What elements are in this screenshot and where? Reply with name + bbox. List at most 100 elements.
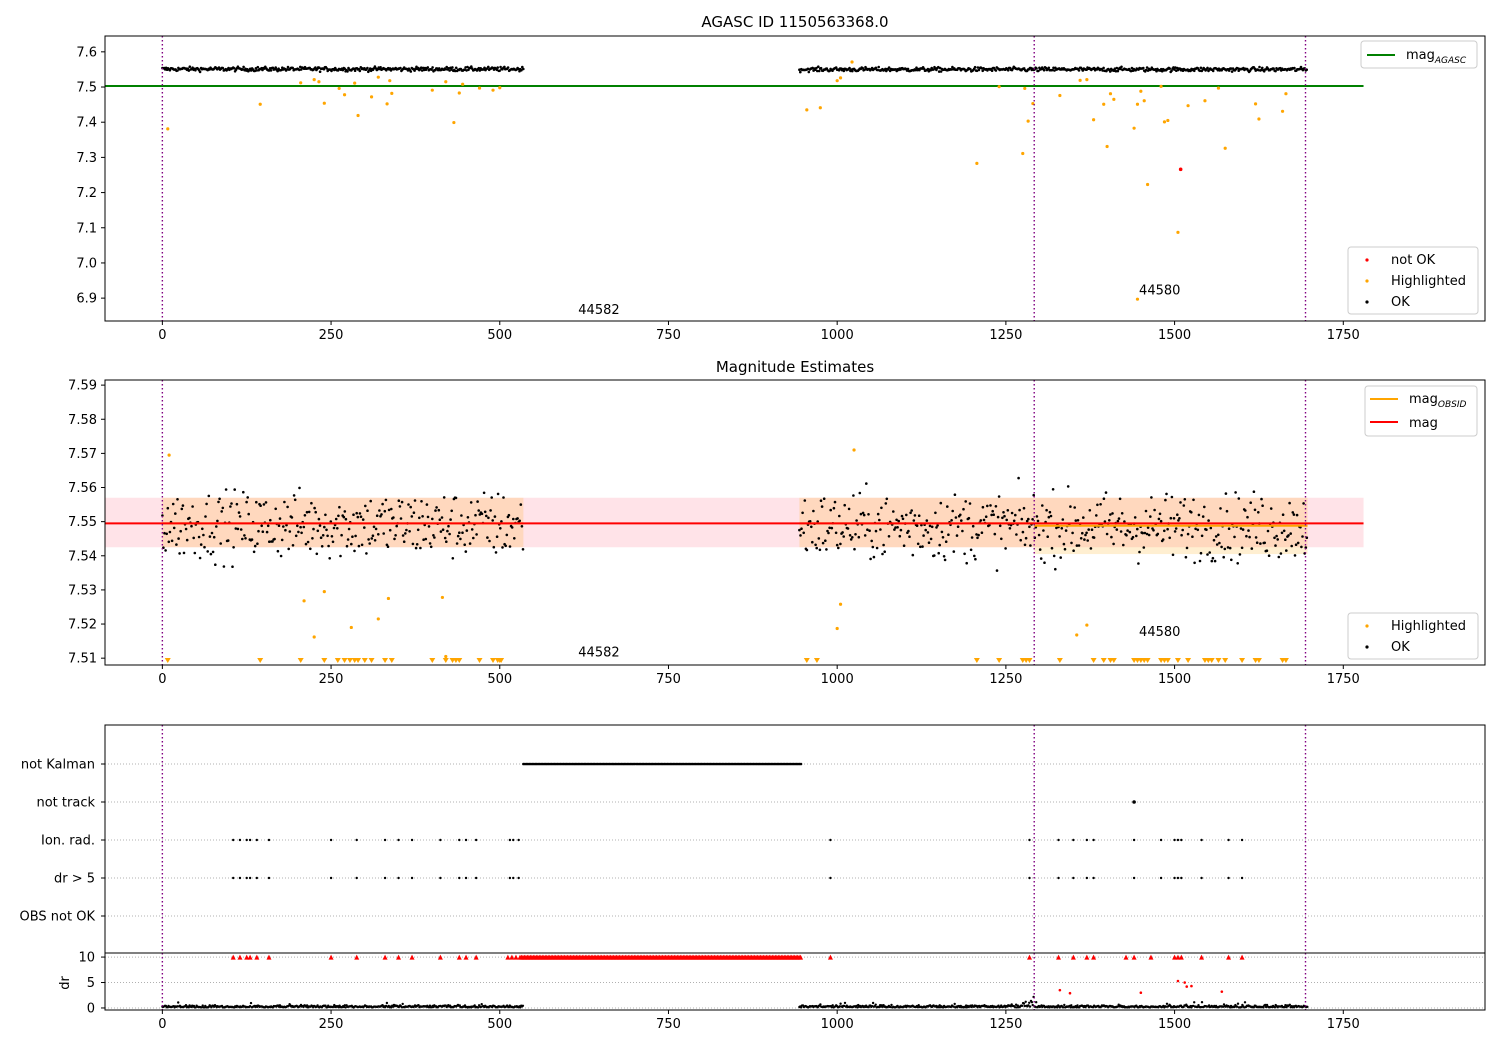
ok-point — [1173, 530, 1177, 533]
obsid-annotation: 44580 — [1139, 625, 1180, 640]
ok-point — [849, 538, 853, 541]
ok-point — [1206, 66, 1209, 70]
dr-point — [176, 1005, 179, 1008]
highlighted-floor-marker — [813, 658, 820, 663]
highlighted-point — [1280, 109, 1285, 113]
ok-point — [305, 510, 309, 514]
ok-point — [404, 532, 407, 535]
ok-point — [1102, 497, 1106, 501]
ok-point — [238, 515, 242, 518]
panel-magnitude-x-axis: 0 250 500 750 1000 1250 1500 1750 — [158, 665, 1360, 687]
ok-point — [226, 539, 230, 542]
ok-point — [1066, 485, 1070, 488]
highlighted-floor-marker — [382, 658, 389, 663]
dr-point — [1200, 1001, 1204, 1004]
ok-point — [1289, 532, 1292, 535]
ok-point — [947, 533, 950, 536]
ok-point — [330, 535, 334, 538]
flag-point — [248, 838, 252, 842]
ok-point — [1111, 512, 1114, 515]
ok-point — [885, 497, 889, 501]
ok-point — [961, 529, 964, 533]
ok-point — [271, 540, 274, 543]
highlighted-floor-marker — [1255, 658, 1262, 663]
highlighted-point — [1078, 78, 1082, 82]
ok-point — [242, 490, 245, 494]
ok-point — [232, 67, 236, 70]
ok-point — [294, 534, 298, 538]
ok-point — [880, 506, 883, 510]
ok-point — [177, 537, 180, 540]
ok-point — [455, 542, 459, 545]
ok-point — [1135, 534, 1138, 538]
dr-point — [480, 1003, 483, 1006]
ok-point — [273, 537, 276, 541]
ok-point — [328, 557, 332, 560]
dr-point — [889, 1005, 892, 1009]
ok-point — [833, 500, 837, 504]
ok-point — [340, 533, 343, 537]
dr-point — [1024, 1000, 1027, 1003]
highlighted-point — [166, 127, 170, 131]
flag-point — [512, 838, 515, 842]
ok-point — [1180, 533, 1183, 537]
ok-point — [837, 546, 840, 550]
ok-point — [1291, 511, 1295, 514]
ok-point — [1234, 491, 1237, 494]
highlighted-point — [1075, 633, 1079, 637]
ok-point — [1041, 504, 1044, 507]
ok-point — [977, 533, 980, 537]
ok-point — [494, 551, 498, 554]
ok-point — [397, 499, 401, 503]
ok-point — [1211, 556, 1215, 560]
flag-point — [439, 838, 442, 842]
ok-point — [867, 513, 870, 516]
ok-point — [1163, 529, 1166, 533]
flag-point — [232, 876, 235, 880]
dr-point — [1288, 1003, 1292, 1006]
ok-point — [884, 502, 888, 505]
ok-point — [1104, 491, 1108, 494]
x-tick-label: 500 — [487, 328, 512, 343]
ok-point — [953, 493, 957, 497]
ok-point — [1137, 562, 1140, 565]
ok-point — [332, 526, 336, 530]
ok-point — [269, 518, 272, 522]
ok-point — [911, 553, 915, 557]
ok-point — [415, 65, 418, 69]
ok-point — [940, 530, 944, 534]
flag-point — [410, 838, 414, 842]
dr-point — [1076, 1004, 1079, 1007]
flag-point — [474, 838, 478, 842]
ok-point — [975, 533, 978, 536]
ok-point — [950, 519, 953, 522]
legend-marker-ok — [1365, 645, 1369, 649]
ok-point — [420, 500, 423, 503]
ok-point — [835, 543, 839, 547]
ok-point — [869, 557, 872, 561]
dr-point — [1222, 1003, 1226, 1006]
ok-point — [1122, 543, 1125, 547]
ok-point — [299, 525, 302, 529]
flag-point — [1132, 876, 1136, 880]
highlighted-floor-marker — [1090, 658, 1097, 663]
highlighted-floor-marker — [1222, 658, 1229, 663]
ok-point — [922, 534, 925, 537]
ok-point — [980, 531, 984, 534]
ok-point — [1009, 523, 1013, 527]
ok-point — [355, 511, 359, 515]
ok-point — [465, 529, 469, 532]
highlighted-floor-marker — [442, 658, 449, 663]
ok-point — [1276, 538, 1279, 541]
ok-point — [1010, 511, 1014, 515]
ok-point — [1183, 498, 1187, 501]
ok-point — [885, 69, 888, 73]
ok-point — [1201, 515, 1205, 518]
ok-point — [381, 502, 384, 506]
ok-point — [1200, 534, 1204, 538]
ok-point — [252, 550, 256, 554]
ok-point — [414, 546, 418, 550]
ok-point — [477, 509, 481, 512]
highlighted-point — [1159, 84, 1163, 88]
ok-point — [274, 507, 278, 511]
